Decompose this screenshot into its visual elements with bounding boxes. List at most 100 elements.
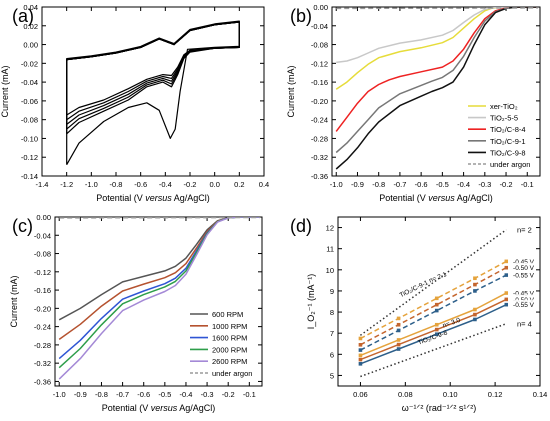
y-tick-label: -0.04 (21, 78, 38, 87)
annotation-n2: n= 2 (517, 226, 532, 235)
y-tick-label: -0.36 (34, 377, 51, 386)
data-point (358, 343, 363, 347)
x-tick-label: -1.0 (330, 180, 343, 189)
legend-label: under argon (490, 160, 530, 169)
panel-3: (d) 0.06 0.08 0.10 0.12 0.14 5 6 7 8 9 10 11 12 ω⁻¹ᐟ² … (290, 216, 547, 413)
data-point (396, 342, 401, 347)
y-axis-label: Current (mA) (9, 275, 19, 327)
end-label-bg (508, 262, 534, 272)
y-tick-label: 11 (326, 245, 334, 254)
x-tick-label: -0.1 (243, 390, 256, 399)
y-tick-label: 6 (330, 350, 334, 359)
legend-label: 1000 RPM (212, 322, 247, 331)
x-tick-label: -0.8 (95, 390, 108, 399)
x-axis-label: ω⁻¹ᐟ² (rad⁻¹ᐟ² s¹ᐟ²) (402, 403, 476, 413)
data-point (473, 276, 477, 281)
end-label: -0.45 V (513, 291, 535, 298)
y-tick-label: 9 (330, 287, 334, 296)
series-group (58, 217, 260, 380)
x-axis-label: Potential (V versus Ag/AgCl) (96, 193, 210, 203)
x-tick-label: -1.4 (36, 180, 49, 189)
y-tick-label: -0.32 (34, 359, 51, 368)
y-tick-label: -0.16 (311, 78, 328, 87)
data-point (504, 302, 509, 307)
y-tick-label: -0.12 (311, 59, 328, 68)
end-label: -0.45 V (513, 259, 535, 266)
legend-label: TiO₂/C-9-1 (490, 137, 526, 146)
series-line-0 (58, 217, 260, 321)
y-tick-label: 5 (330, 371, 334, 380)
data-point (504, 291, 509, 295)
y-tick-label: 0.02 (23, 22, 38, 31)
y-tick-label: -0.08 (34, 250, 51, 259)
panel-2: (c)-1.0 -0.9 -0.8 -0.7 -0.6 -0.5 -0.4 -0.3 -0.2-… (9, 213, 263, 413)
data-point (434, 322, 439, 327)
plot-frame (331, 6, 541, 177)
x-tick-label: -0.5 (158, 390, 171, 399)
y-tick-label: 0.04 (23, 3, 38, 12)
series-line-4 (58, 217, 260, 380)
data-point (358, 353, 363, 358)
legend-label: under argon (212, 369, 252, 378)
legend-label: TiO₂/C-8-4 (490, 125, 526, 134)
data-point (396, 338, 401, 342)
x-tick-label: -0.8 (372, 180, 385, 189)
legend-label: xer-TiO₂ (490, 102, 518, 111)
x-tick-label: -1.0 (85, 180, 98, 189)
data-point (434, 308, 439, 313)
data-point (504, 265, 509, 270)
panel-0: (a) -1.4 -1.2 -1.0 -0.8 -0.6 -0.4 -0.2 0.0 0.2 0.4… (0, 3, 269, 203)
x-tick-label: -0.4 (159, 180, 172, 189)
legend-label: TiO₂-5-5 (490, 114, 518, 123)
x-tick-label: -0.8 (110, 180, 123, 189)
series-line-2 (360, 260, 507, 340)
end-label: -0.55 V (513, 273, 535, 280)
x-tick-label: -0.6 (137, 390, 150, 399)
series-line-3 (66, 21, 240, 125)
x-tick-label: 0.06 (353, 390, 368, 399)
end-label: -0.55 V (513, 302, 535, 309)
plot-frame (337, 216, 541, 387)
y-tick-label: -0.04 (34, 231, 51, 240)
y-tick-label: 7 (330, 329, 334, 338)
legend-label: 600 RPM (212, 310, 243, 319)
series-line-3 (360, 267, 507, 346)
x-tick-label: -0.3 (478, 180, 491, 189)
data-point (473, 289, 477, 293)
annotation-n21: n= 2.1 (428, 271, 448, 284)
y-axis-label: I_O₂⁻¹ (mA⁻¹) (306, 274, 316, 330)
series-line-1 (360, 322, 507, 378)
y-tick-label: -0.24 (34, 323, 51, 332)
data-point (473, 307, 477, 312)
y-tick-label: 8 (330, 308, 334, 317)
data-point (504, 273, 509, 277)
series-line-0 (335, 7, 538, 90)
series-group (358, 229, 509, 378)
data-point (396, 347, 401, 351)
legend-label: TiO₂/C-9-8 (490, 148, 526, 157)
y-tick-label: 12 (326, 224, 334, 233)
series-line-5 (360, 292, 507, 357)
y-tick-label: 10 (326, 266, 334, 275)
data-point (396, 328, 401, 333)
y-tick-label: 0.00 (313, 3, 328, 12)
x-tick-label: -0.4 (457, 180, 470, 189)
data-point (358, 336, 363, 341)
data-point (434, 332, 439, 337)
end-label-bg (508, 294, 534, 304)
y-tick-label: -0.28 (34, 341, 51, 350)
data-point (504, 259, 509, 264)
panel-label: (a) (12, 6, 34, 26)
series-group (66, 20, 240, 165)
data-point (434, 302, 439, 307)
plot-frame (41, 6, 265, 177)
y-tick-label: -0.32 (311, 153, 328, 162)
y-axis-label: Current (mA) (286, 65, 296, 117)
data-point (473, 282, 477, 287)
x-tick-label: -0.9 (74, 390, 87, 399)
y-tick-label: -0.12 (34, 268, 51, 277)
x-tick-label: 0.4 (259, 180, 269, 189)
y-tick-label: -0.20 (34, 304, 51, 313)
y-tick-label: -0.20 (311, 97, 328, 106)
